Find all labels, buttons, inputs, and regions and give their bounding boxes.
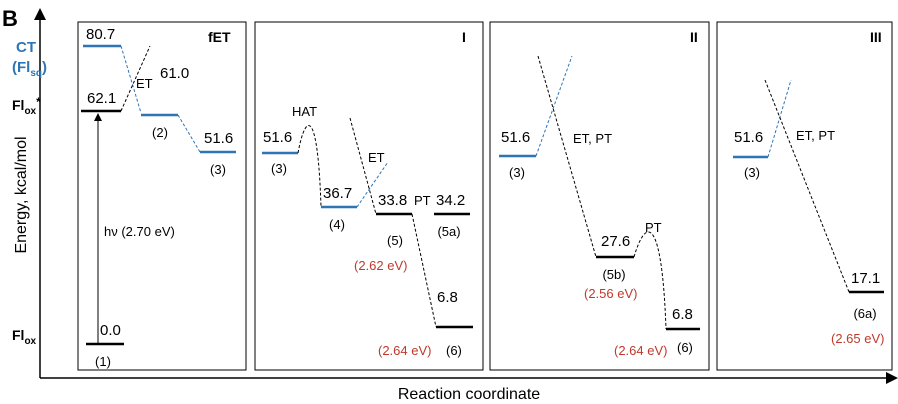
etpt-label-p3: ET, PT	[796, 128, 835, 143]
label-2: (2)	[152, 125, 168, 140]
etpt-label-p2: ET, PT	[573, 131, 612, 146]
value-3-fet: 51.6	[204, 130, 233, 147]
value-et-fet: 61.0	[160, 65, 189, 82]
value-3-p2: 51.6	[501, 129, 530, 146]
pt-label-p2: PT	[645, 220, 662, 235]
value-5: 33.8	[378, 192, 407, 209]
label-5: (5)	[387, 233, 403, 248]
y-axis-label: Energy, kcal/mol	[13, 136, 30, 253]
hv-label: hν (2.70 eV)	[104, 224, 175, 239]
value-3-p1: 51.6	[263, 129, 292, 146]
value-3-p3: 51.6	[734, 129, 763, 146]
2-to-3-path	[177, 114, 201, 153]
panel-3-title: III	[870, 29, 882, 45]
label-3-p3: (3)	[744, 165, 760, 180]
3-to-5b-path	[537, 55, 597, 258]
value-flox: 0.0	[100, 322, 121, 339]
label-5b: (5b)	[602, 267, 625, 282]
panel-2-frame	[489, 21, 710, 371]
3-to-6a-path	[764, 79, 850, 293]
value-ct: 80.7	[86, 26, 115, 43]
figure-letter: B	[2, 6, 18, 31]
label-1: (1)	[95, 354, 111, 369]
ev-6-p1: (2.64 eV)	[378, 343, 431, 358]
et-label-p1: ET	[368, 150, 385, 165]
flox-star-et-path	[120, 45, 151, 112]
ct-label: CT	[16, 39, 36, 56]
label-5a: (5a)	[437, 224, 460, 239]
value-flox-star: 62.1	[87, 90, 116, 107]
5-to-6-path	[411, 213, 437, 328]
value-6-p2: 6.8	[672, 306, 693, 323]
ev-6a: (2.65 eV)	[831, 331, 884, 346]
x-axis-label: Reaction coordinate	[398, 386, 540, 403]
3-etpt-path-p2	[535, 55, 573, 157]
ev-5b: (2.56 eV)	[584, 286, 637, 301]
pt-barrier-path	[633, 231, 667, 330]
label-6-p1: (6)	[446, 343, 462, 358]
label-4: (4)	[329, 217, 345, 232]
panel-2: II 51.6 (3) ET, PT 27.6 (5b) (2.56 eV) P…	[489, 21, 710, 371]
label-3-fet: (3)	[210, 162, 226, 177]
panel-1-frame	[254, 21, 484, 371]
4-to-5-path	[349, 117, 377, 215]
value-6a: 17.1	[851, 270, 880, 287]
label-3-p2: (3)	[509, 165, 525, 180]
et-label-fet: ET	[136, 76, 153, 91]
panel-fet: fET 80.7 62.1 ET 61.0 (2) 51.6 (3) hν (2…	[77, 21, 247, 371]
label-6-p2: (6)	[677, 340, 693, 355]
3-etpt-path-p3	[767, 79, 792, 158]
panel-fet-title: fET	[208, 29, 231, 45]
value-5b: 27.6	[601, 233, 630, 250]
ev-6-p2: (2.64 eV)	[614, 343, 667, 358]
panel-3: III 51.6 (3) ET, PT 17.1 (6a) (2.65 eV)	[716, 21, 893, 371]
ev-5: (2.62 eV)	[354, 258, 407, 273]
panel-2-title: II	[690, 29, 698, 45]
panel-1: I 51.6 (3) HAT 36.7 (4) ET 33.8 (5) (2.6…	[254, 21, 484, 371]
panel-3-frame	[716, 21, 893, 371]
ct-to-2-path	[120, 45, 142, 114]
value-4: 36.7	[323, 185, 352, 202]
hat-barrier-path	[297, 125, 322, 208]
hat-label: HAT	[292, 104, 317, 119]
label-6a: (6a)	[853, 306, 876, 321]
fl-ox-star-label: Flox*	[12, 95, 41, 117]
value-5a: 34.2	[436, 192, 465, 209]
4-et-path	[356, 161, 389, 208]
pt-label-p1: PT	[414, 193, 431, 208]
label-3-p1: (3)	[271, 161, 287, 176]
value-6-p1: 6.8	[437, 289, 458, 306]
panel-fet-frame	[77, 21, 247, 371]
fl-sq-label: (Flsq)	[12, 59, 47, 79]
panel-1-title: I	[462, 29, 466, 45]
fl-ox-label: Flox	[12, 327, 37, 347]
